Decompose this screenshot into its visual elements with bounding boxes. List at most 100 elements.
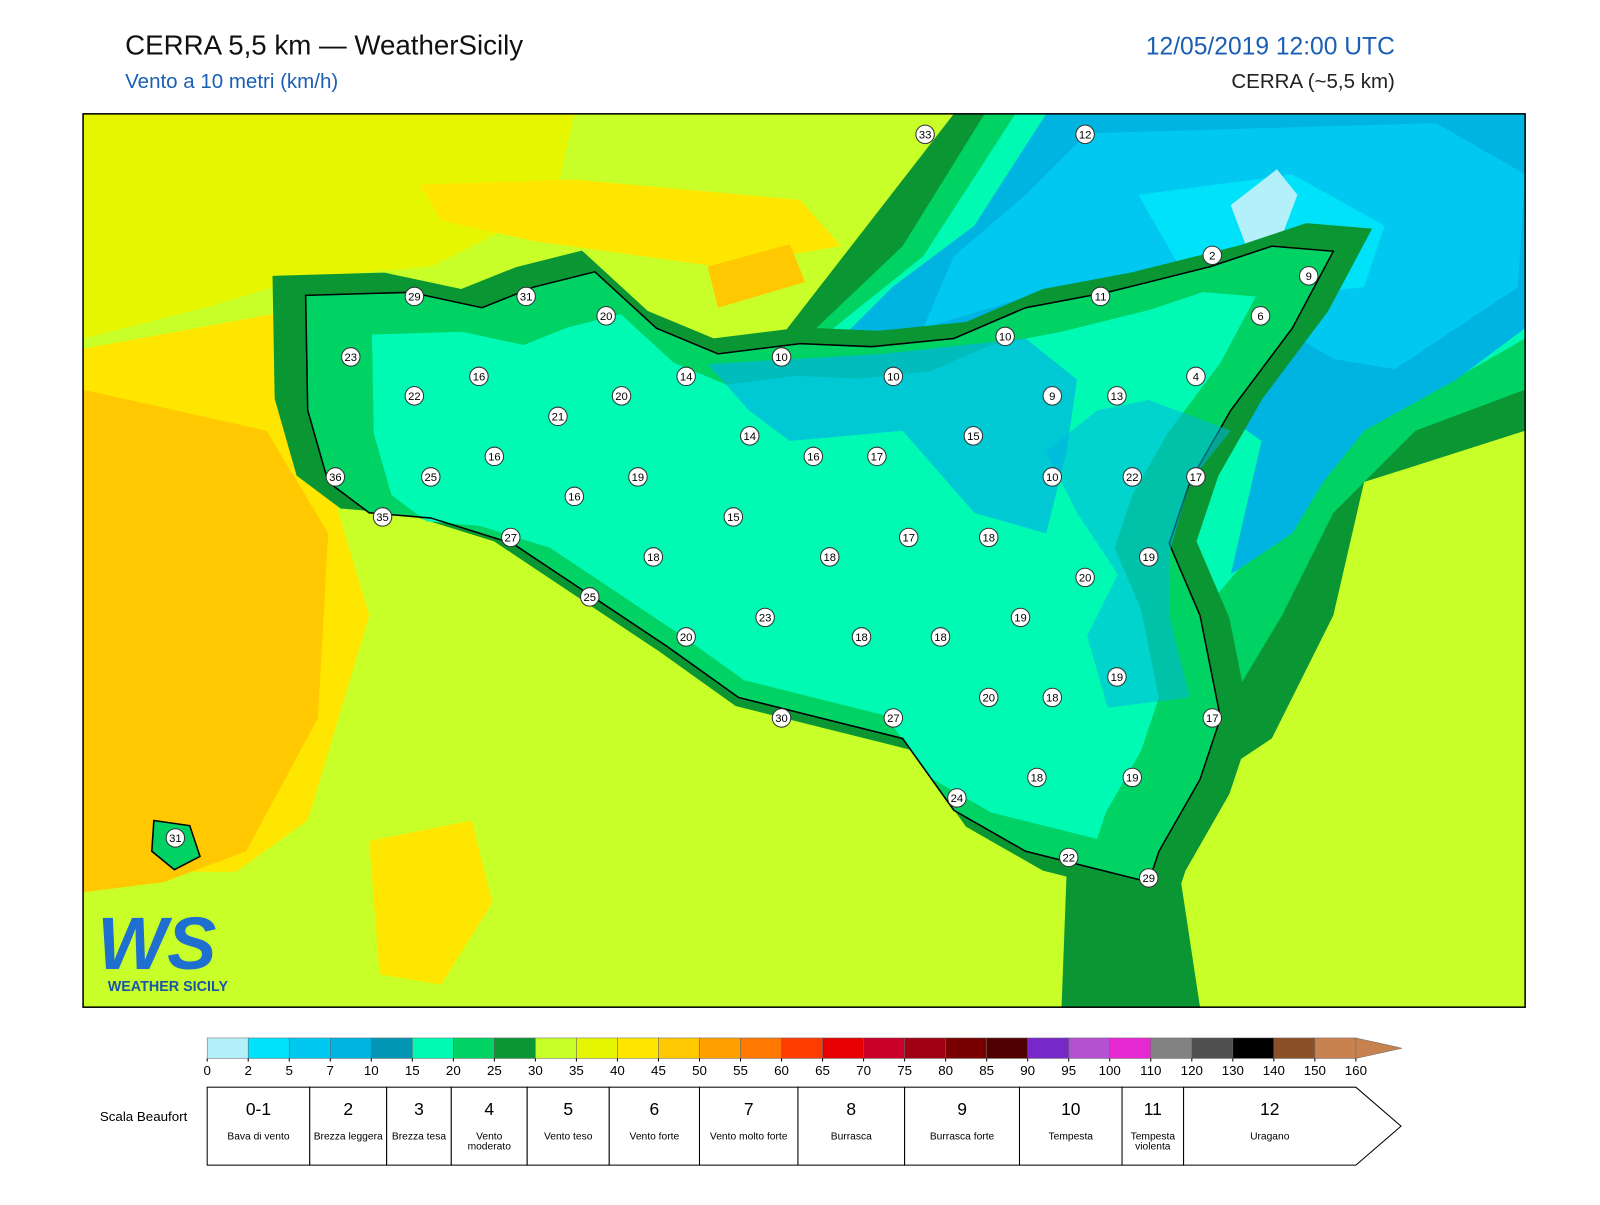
beaufort-number: 11 [1144, 1099, 1162, 1119]
logo-mark: WS [97, 902, 216, 985]
beaufort-name: Burrasca forte [929, 1132, 995, 1143]
station-value: 17 [1206, 713, 1219, 725]
wind-area [1046, 400, 1231, 708]
station-marker [1042, 386, 1063, 406]
station-value: 25 [425, 472, 438, 484]
beaufort-cell [206, 1086, 311, 1166]
station-value: 23 [759, 613, 772, 625]
station-marker [404, 286, 425, 307]
colorbar-tick-label: 85 [979, 1063, 994, 1078]
colorbar-segment [658, 1037, 700, 1059]
colorbar-tick-label: 130 [1222, 1063, 1244, 1078]
station-value: 10 [887, 372, 900, 384]
station-value: 33 [919, 129, 932, 141]
colorbar-tick-label: 110 [1140, 1063, 1161, 1078]
beaufort-name: Burrasca [830, 1132, 872, 1143]
beaufort-number: 2 [343, 1099, 353, 1119]
beaufort-name: Tempesta [1049, 1132, 1093, 1142]
station-marker [740, 426, 760, 446]
colorbar-segment [453, 1037, 495, 1059]
colorbar-segment [904, 1037, 946, 1059]
colorbar-segment [206, 1037, 249, 1059]
station-marker [995, 326, 1015, 347]
station-value: 17 [1190, 472, 1203, 484]
colorbar-segment [1273, 1037, 1316, 1059]
station-marker [755, 607, 775, 628]
beaufort-name: Bava di vento [227, 1132, 289, 1142]
station-value: 14 [680, 372, 693, 384]
wind-area [369, 820, 493, 985]
station-value: 23 [345, 352, 358, 364]
colorbar-segment [617, 1037, 659, 1059]
wind-area [83, 113, 575, 339]
station-marker [1107, 386, 1127, 406]
beaufort-number: 9 [957, 1099, 967, 1119]
logo-name: WEATHER SICILY [108, 979, 229, 995]
station-marker [1202, 245, 1223, 266]
station-value: 20 [615, 391, 628, 403]
colorbar-tick-label: 50 [692, 1063, 707, 1078]
title: CERRA 5,5 km — WeatherSicily [125, 29, 523, 60]
station-marker [564, 486, 585, 507]
station-marker [1186, 467, 1206, 487]
station-marker [1122, 467, 1143, 487]
station-marker [1042, 467, 1063, 487]
colorbar-segment [329, 1037, 372, 1059]
station-value: 24 [951, 793, 964, 805]
station-marker [484, 446, 505, 467]
colorbar-tick-label: 5 [286, 1063, 293, 1078]
station-value: 36 [329, 472, 342, 484]
colorbar-segment [371, 1037, 413, 1059]
station-value: 20 [680, 632, 693, 644]
colorbar-tick-label: 15 [405, 1063, 420, 1078]
station-marker [947, 788, 967, 808]
beaufort-name: Tempesta violenta [1131, 1132, 1175, 1152]
beaufort-number: 10 [1061, 1099, 1081, 1119]
station-value: 31 [169, 833, 182, 845]
beaufort-number: 8 [846, 1099, 856, 1119]
station-value: 18 [823, 552, 836, 564]
wind-area [420, 179, 842, 267]
colorbar-tick-label: 7 [327, 1063, 334, 1078]
colorbar-tick-label: 70 [856, 1063, 871, 1078]
colorbar-tick-label: 75 [897, 1063, 912, 1078]
beaufort-name: Vento forte [629, 1132, 680, 1143]
colorbar-segment [1314, 1037, 1357, 1059]
colorbar-tick-label: 95 [1061, 1063, 1076, 1078]
station-value: 22 [408, 391, 421, 403]
station-value: 19 [1014, 613, 1027, 625]
station-marker [628, 467, 648, 487]
beaufort-cell [1121, 1086, 1185, 1166]
beaufort-number: 12 [1260, 1099, 1279, 1119]
colorbar-segment [740, 1037, 782, 1059]
beaufort-name: Burrasca [830, 1132, 872, 1143]
station-value: 35 [376, 512, 389, 524]
station-value: 10 [999, 332, 1012, 344]
station-marker [803, 446, 824, 467]
station-marker [516, 286, 536, 307]
station-marker [1138, 868, 1159, 888]
colorbar-tick-label: 160 [1345, 1063, 1367, 1078]
beaufort-cell [526, 1086, 610, 1166]
beaufort-number: 0-1 [246, 1099, 271, 1119]
colorbar-segment [986, 1037, 1028, 1059]
station-value: 29 [1142, 873, 1155, 885]
station-marker [1058, 847, 1079, 868]
station-value: 18 [855, 632, 868, 644]
colorbar-tick-label: 55 [733, 1063, 748, 1078]
colorbar-segment [494, 1037, 536, 1059]
model: CERRA (~5,5 km) [1231, 70, 1394, 93]
station-marker [548, 406, 568, 427]
colorbar-segment [535, 1037, 577, 1059]
station-marker [676, 366, 696, 387]
station-value: 16 [488, 452, 501, 464]
beaufort-cell [1183, 1086, 1402, 1166]
station-marker [723, 507, 744, 527]
beaufort-number: 3 [414, 1099, 424, 1119]
station-marker [165, 828, 186, 848]
station-marker [883, 708, 904, 728]
station-marker [915, 124, 935, 145]
station-value: 21 [552, 412, 565, 424]
wind-area [707, 244, 806, 308]
colorbar-tick-label: 35 [569, 1063, 584, 1078]
